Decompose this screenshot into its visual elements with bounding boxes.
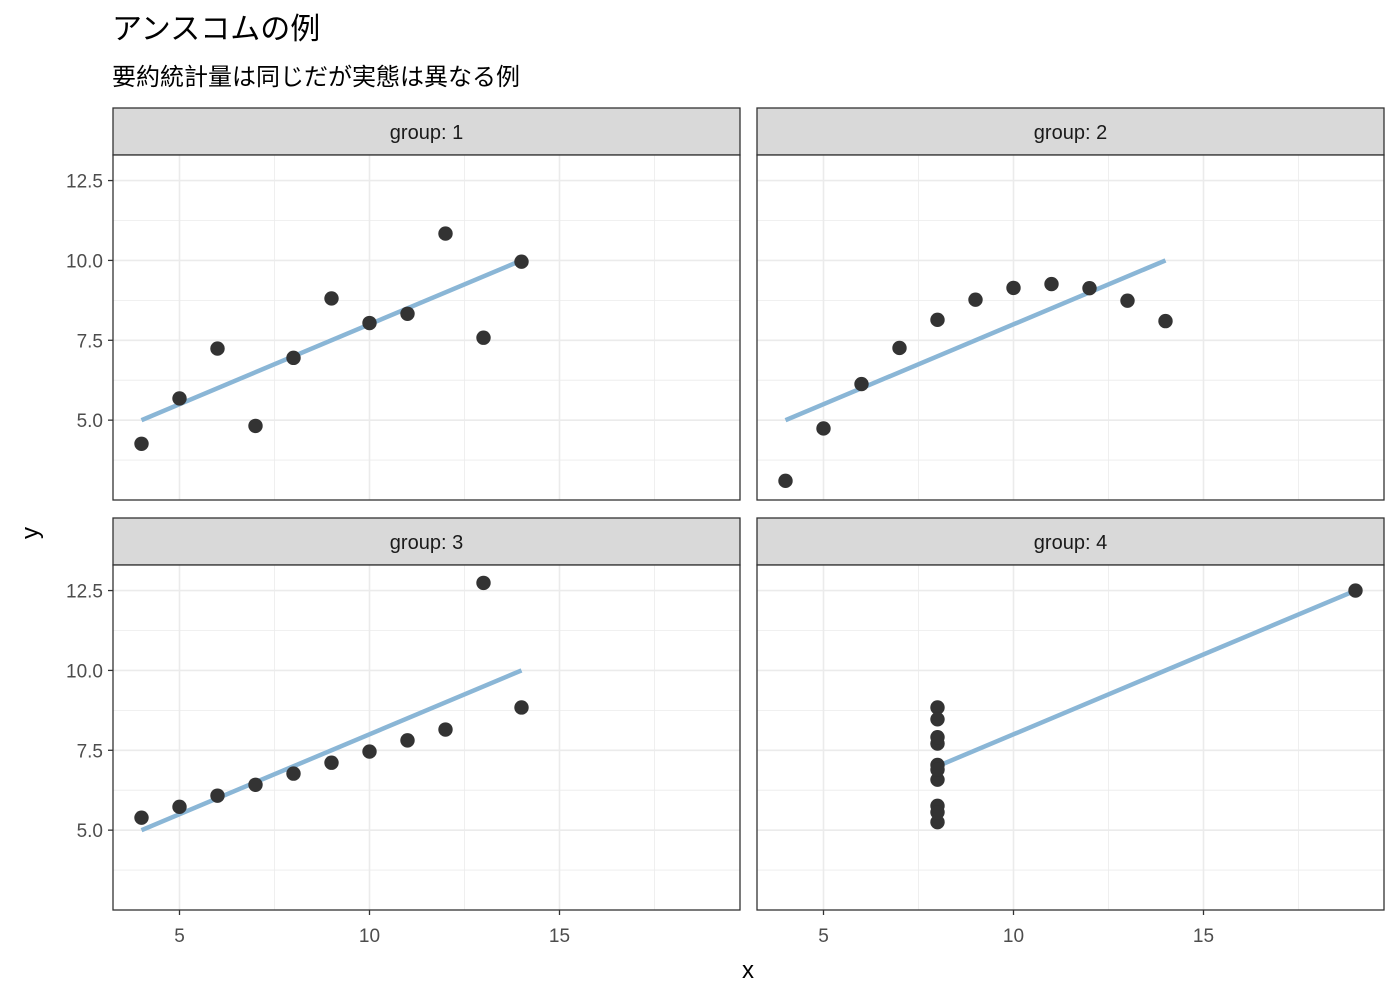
y-tick-label: 5.0 — [77, 411, 103, 432]
data-point — [172, 799, 187, 815]
data-point — [930, 700, 945, 715]
data-point — [854, 376, 869, 392]
data-point — [286, 766, 301, 781]
data-point — [438, 722, 453, 737]
data-point — [172, 391, 187, 406]
data-point — [930, 312, 945, 328]
data-point — [514, 254, 529, 269]
y-tick-label: 12.5 — [66, 582, 103, 603]
data-point — [134, 810, 149, 825]
data-point — [362, 315, 377, 331]
data-point — [892, 340, 907, 356]
x-tick-label: 15 — [1193, 926, 1214, 947]
panel-3: group: 3 5.0 7.5 10.0 12.5 5 10 15 — [66, 517, 741, 947]
x-tick-label: 10 — [1003, 926, 1024, 947]
data-point — [286, 350, 301, 366]
data-point — [400, 733, 415, 748]
panel-4: group: 4 5 10 15 — [756, 517, 1385, 947]
data-point — [210, 788, 225, 803]
data-point — [778, 473, 793, 489]
x-tick-label: 5 — [818, 926, 829, 947]
data-point — [210, 341, 225, 356]
panel-1: group: 1 5.0 7.5 10.0 12.5 — [66, 107, 741, 501]
data-point — [930, 772, 945, 787]
regression-line — [140, 258, 523, 423]
data-point — [514, 700, 529, 715]
plot-background — [113, 155, 740, 500]
x-axis-title: x — [742, 957, 754, 984]
data-point — [1158, 313, 1173, 329]
x-tick-label: 5 — [174, 926, 185, 947]
y-axis-title: y — [17, 527, 44, 539]
data-point — [968, 292, 983, 307]
regression-line — [936, 588, 1357, 769]
data-point — [930, 712, 945, 727]
y-tick-label: 7.5 — [77, 331, 103, 352]
data-point — [134, 436, 149, 451]
plot-background — [757, 155, 1384, 500]
panel-border — [112, 564, 741, 911]
data-point — [476, 575, 491, 591]
data-point — [1006, 280, 1021, 296]
regression-line — [784, 258, 1167, 423]
data-point — [324, 291, 339, 306]
regression-line — [140, 668, 523, 833]
y-tick-label: 7.5 — [77, 741, 103, 762]
strip-label: group: 4 — [1034, 532, 1107, 554]
y-tick-label: 10.0 — [66, 251, 103, 272]
y-tick-label: 5.0 — [77, 821, 103, 842]
strip-background — [112, 517, 741, 566]
data-point — [248, 777, 263, 792]
plot-background — [113, 565, 740, 910]
data-point — [324, 755, 339, 770]
data-point — [1082, 281, 1097, 296]
data-point — [1120, 293, 1135, 308]
y-tick-label: 10.0 — [66, 661, 103, 682]
y-tick-label: 12.5 — [66, 172, 103, 193]
data-point — [476, 330, 491, 345]
x-tick-label: 10 — [359, 926, 380, 947]
panel-border — [756, 154, 1385, 501]
data-point — [400, 306, 415, 321]
data-point — [930, 729, 945, 745]
strip-background — [756, 517, 1385, 566]
data-point — [1044, 276, 1059, 292]
data-point — [930, 814, 945, 830]
chart-title: アンスコムの例 — [112, 12, 320, 47]
strip-background — [112, 107, 741, 156]
panel-border — [112, 154, 741, 501]
data-point — [816, 421, 831, 436]
strip-label: group: 1 — [390, 122, 463, 144]
chart-subtitle: 要約統計量は同じだが実態は異なる例 — [112, 63, 520, 91]
panel-border — [756, 564, 1385, 911]
facet-panels: group: 1 5.0 7.5 10.0 12.5 group: 2 group: 3 5.… — [66, 107, 1385, 947]
data-point — [930, 805, 945, 820]
strip-label: group: 2 — [1034, 122, 1107, 144]
strip-label: group: 3 — [390, 532, 463, 554]
data-point — [248, 418, 263, 434]
panel-2: group: 2 — [756, 107, 1385, 501]
data-point — [930, 762, 945, 777]
data-point — [1348, 583, 1363, 598]
data-point — [362, 744, 377, 759]
data-point — [438, 226, 453, 241]
x-tick-label: 15 — [549, 926, 570, 947]
